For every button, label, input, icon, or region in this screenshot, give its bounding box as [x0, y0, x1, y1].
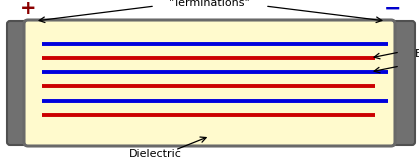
Text: Electrodes: Electrodes	[415, 49, 419, 59]
Text: +: +	[20, 0, 36, 19]
FancyBboxPatch shape	[24, 20, 395, 146]
FancyBboxPatch shape	[7, 21, 51, 145]
Text: −: −	[384, 0, 402, 19]
Text: "Terminations": "Terminations"	[169, 0, 251, 8]
Text: Dielectric: Dielectric	[129, 149, 181, 159]
FancyBboxPatch shape	[371, 21, 415, 145]
